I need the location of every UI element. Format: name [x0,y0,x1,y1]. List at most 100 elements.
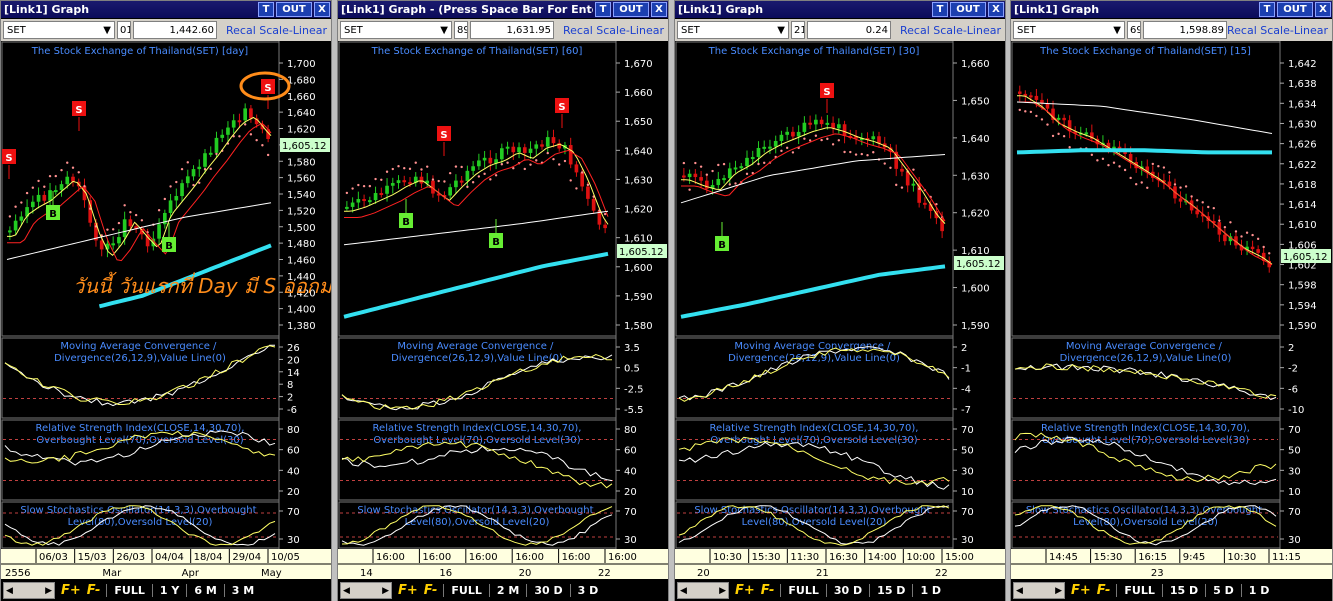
panel-border [1011,41,1281,337]
scroll-right-icon[interactable]: ▶ [45,585,52,596]
chart-svg[interactable]: The Stock Exchange of Thailand(SET) [30]… [675,41,1005,549]
out-button[interactable]: OUT [276,2,312,17]
t-button[interactable]: T [595,2,611,17]
buy-signal [489,233,503,248]
chart-area[interactable]: The Stock Exchange of Thailand(SET) [15]… [1011,41,1332,549]
macd-tick-label: 0.5 [624,364,640,375]
scroll-right-icon[interactable]: ▶ [1055,585,1062,596]
period-button[interactable]: 5 D [1205,584,1241,597]
scroll-right-icon[interactable]: ▶ [382,585,389,596]
close-button[interactable]: X [1315,2,1331,17]
period-button[interactable]: 1 Y [151,584,186,597]
t-button[interactable]: T [932,2,948,17]
period-full-button[interactable]: FULL [1116,584,1161,597]
price-tick-label: 1,670 [624,59,653,70]
candle [905,171,910,186]
recal-scale-button[interactable]: Recal Scale-Linear [562,23,664,37]
window-titlebar[interactable]: [Link1] Graph T OUT X [1011,1,1332,18]
scroll-left-icon[interactable]: ◀ [6,585,13,596]
rsi-line [4,430,276,464]
f-plus-button[interactable]: F+ [61,583,81,598]
sar-dot [471,181,475,184]
t-button[interactable]: T [258,2,274,17]
sar-dot [134,213,138,217]
chart-area[interactable]: The Stock Exchange of Thailand(SET) [60]… [338,41,668,549]
f-minus-button[interactable]: F- [1096,583,1111,598]
symbol-select[interactable]: SET ▼ [3,21,115,39]
scroll-left-icon[interactable]: ◀ [343,585,350,596]
period-button[interactable]: 30 D [526,584,569,597]
period-button[interactable]: 3 M [223,584,261,597]
sar-dot [1118,165,1121,168]
close-button[interactable]: X [651,2,667,17]
horizontal-scrollbar[interactable]: ◀ ▶ [340,582,392,599]
horizontal-scrollbar[interactable]: ◀ ▶ [677,582,729,599]
horizontal-scrollbar[interactable]: ◀ ▶ [3,582,55,599]
toolbar-value: 1,442.60 [133,21,217,39]
symbol-select[interactable]: SET ▼ [1013,21,1125,39]
window-titlebar[interactable]: [Link1] Graph T OUT X [675,1,1005,18]
symbol-select[interactable]: SET ▼ [677,21,789,39]
f-minus-button[interactable]: F- [86,583,101,598]
date-tick-label: 11:15 [1272,552,1301,563]
sar-dot [751,171,754,175]
recal-scale-button[interactable]: Recal Scale-Linear [1227,23,1329,37]
candle [819,119,824,125]
recal-scale-button[interactable]: Recal Scale-Linear [899,23,1001,37]
bottom-toolbar: ◀ ▶ F+ F- FULL 30 D 15 D 1 D [675,580,1005,601]
out-button[interactable]: OUT [1277,2,1313,17]
close-button[interactable]: X [314,2,330,17]
recal-scale-button[interactable]: Recal Scale-Linear [225,23,327,37]
date-tick-label: 16:15 [1138,552,1167,563]
out-button[interactable]: OUT [950,2,986,17]
period-button[interactable]: 2 M [488,584,526,597]
f-plus-button[interactable]: F+ [735,583,755,598]
chart-svg[interactable]: The Stock Exchange of Thailand(SET) [day… [1,41,331,549]
period-full-button[interactable]: FULL [106,584,151,597]
candle [396,180,401,184]
toolbar-value: 1,598.89 [1143,21,1227,39]
f-plus-button[interactable]: F+ [1071,583,1091,598]
chart-area[interactable]: The Stock Exchange of Thailand(SET) [day… [1,41,331,549]
price-tick-label: 1,640 [287,108,316,119]
period-full-button[interactable]: FULL [780,584,825,597]
f-plus-button[interactable]: F+ [398,583,418,598]
price-tick-label: 1,700 [287,59,316,70]
symbol-select[interactable]: SET ▼ [340,21,452,39]
period-button[interactable]: 15 D [869,584,912,597]
horizontal-scrollbar[interactable]: ◀ ▶ [1013,582,1065,599]
f-minus-button[interactable]: F- [423,583,438,598]
sar-dot [243,123,247,126]
close-button[interactable]: X [988,2,1004,17]
rsi-tick-label: 60 [624,446,637,457]
period-button[interactable]: 15 D [1161,584,1205,597]
sar-dot [180,167,184,171]
period-button[interactable]: 1 D [912,584,948,597]
panel-title: Relative Strength Index(CLOSE,14,30,70),… [36,423,245,446]
candle [745,157,749,167]
f-minus-button[interactable]: F- [760,583,775,598]
scroll-left-icon[interactable]: ◀ [680,585,687,596]
period-button[interactable]: 6 M [186,584,223,597]
chart-svg[interactable]: The Stock Exchange of Thailand(SET) [15]… [1011,41,1332,549]
chart-area[interactable]: The Stock Exchange of Thailand(SET) [30]… [675,41,1005,549]
sar-dot [368,184,372,188]
window-titlebar[interactable]: [Link1] Graph T OUT X [1,1,331,18]
candle [1067,120,1072,132]
period-button[interactable]: 30 D [825,584,869,597]
rsi-tick-label: 80 [287,425,300,436]
candle [716,178,721,186]
price-tick-label: 1,480 [287,239,316,250]
scroll-right-icon[interactable]: ▶ [719,585,726,596]
price-tick-label: 1,500 [287,223,316,234]
chart-svg[interactable]: The Stock Exchange of Thailand(SET) [60]… [338,41,668,549]
period-full-button[interactable]: FULL [443,584,488,597]
candle [356,199,361,203]
period-button[interactable]: 1 D [1240,584,1277,597]
scroll-left-icon[interactable]: ◀ [1016,585,1023,596]
window-titlebar[interactable]: [Link1] Graph - (Press Space Bar For Ent… [338,1,668,18]
out-button[interactable]: OUT [613,2,649,17]
t-button[interactable]: T [1259,2,1275,17]
period-button[interactable]: 3 D [569,584,606,597]
candle [105,243,110,250]
